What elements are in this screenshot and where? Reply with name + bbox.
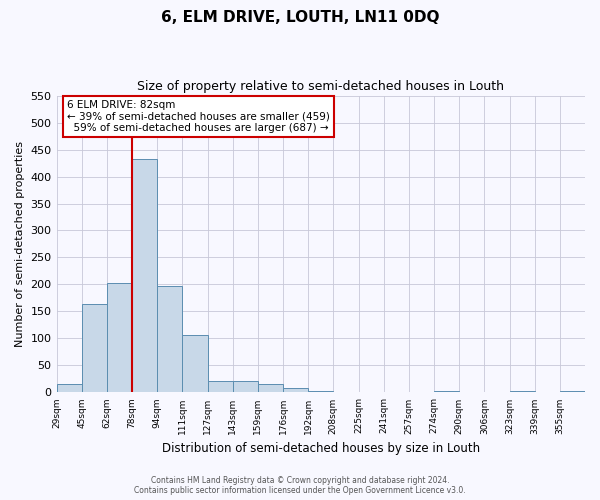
Bar [182, 334, 208, 392]
Text: 6, ELM DRIVE, LOUTH, LN11 0DQ: 6, ELM DRIVE, LOUTH, LN11 0DQ [161, 10, 439, 25]
Bar [56, 384, 82, 392]
X-axis label: Distribution of semi-detached houses by size in Louth: Distribution of semi-detached houses by … [162, 442, 480, 455]
Bar [208, 380, 233, 392]
Bar [283, 388, 308, 392]
Bar [107, 283, 132, 393]
Bar [233, 381, 258, 392]
Bar [82, 304, 107, 392]
Y-axis label: Number of semi-detached properties: Number of semi-detached properties [15, 141, 25, 347]
Bar [258, 384, 283, 392]
Text: 6 ELM DRIVE: 82sqm
← 39% of semi-detached houses are smaller (459)
  59% of semi: 6 ELM DRIVE: 82sqm ← 39% of semi-detache… [67, 100, 330, 133]
Bar [132, 159, 157, 392]
Title: Size of property relative to semi-detached houses in Louth: Size of property relative to semi-detach… [137, 80, 504, 93]
Text: Contains HM Land Registry data © Crown copyright and database right 2024.
Contai: Contains HM Land Registry data © Crown c… [134, 476, 466, 495]
Bar [157, 286, 182, 393]
